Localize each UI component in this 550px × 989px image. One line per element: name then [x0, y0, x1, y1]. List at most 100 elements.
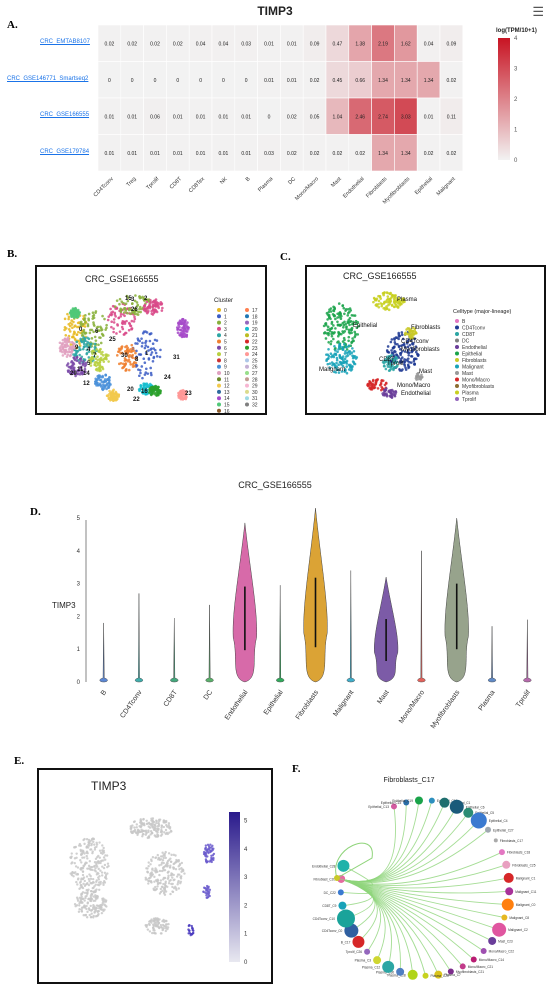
- umap-celltype-point: [378, 383, 382, 387]
- umap-cluster-point: [61, 338, 65, 342]
- feature-plot-point: [79, 886, 82, 889]
- umap-cluster-point: [133, 307, 137, 311]
- umap-cluster-label: 3: [131, 297, 135, 303]
- umap-cluster-point: [97, 349, 101, 353]
- umap-cluster-point: [83, 332, 87, 335]
- umap-cluster-label: 7: [93, 353, 97, 359]
- feature-plot-point: [101, 865, 104, 868]
- umap-celltype-point: [396, 298, 399, 301]
- umap-celltype-point: [351, 337, 354, 340]
- umap-celltype-point: [343, 330, 347, 333]
- feature-plot-point: [202, 852, 206, 856]
- umap-cluster-point: [70, 359, 74, 363]
- umap-cluster-point: [139, 353, 143, 356]
- umap-cluster-point: [79, 324, 83, 327]
- umap-celltype-point: [375, 304, 379, 308]
- heatmap-cell-label: 1.34: [378, 78, 388, 84]
- umap-cluster-point: [134, 361, 138, 365]
- dataset-link[interactable]: CRC_EMTAB8107: [40, 39, 90, 46]
- feature-plot-point: [98, 856, 102, 859]
- feature-plot-point: [76, 873, 79, 876]
- feature-plot-point: [147, 877, 151, 880]
- feature-plot-point: [202, 850, 206, 854]
- umap-celltype-point: [329, 342, 333, 346]
- umap-celltype-point: [411, 332, 415, 335]
- heatmap-cell-label: 0.01: [173, 114, 183, 120]
- umap-cluster-point: [78, 353, 81, 357]
- umap-celltype-point: [405, 358, 408, 362]
- umap-cluster-point: [99, 356, 103, 360]
- umap-cluster-title: CRC_GSE166555: [85, 274, 159, 284]
- umap-cluster-legend-label: 14: [224, 396, 230, 402]
- feature-plot-point: [85, 854, 88, 858]
- umap-celltype-legend-dot: [455, 332, 459, 336]
- feature-plot-point: [103, 903, 106, 906]
- umap-cluster-point: [119, 351, 122, 355]
- feature-plot-point: [94, 899, 97, 902]
- heatmap-column-label: Plasma: [257, 176, 275, 194]
- dataset-link[interactable]: CRC_GSE179784: [40, 148, 90, 155]
- feature-plot-point: [96, 910, 100, 913]
- umap-celltype-point: [384, 300, 388, 303]
- umap-celltype-point: [401, 356, 404, 359]
- umap-cluster-legend-label: 25: [252, 358, 258, 364]
- panel-label-a: A.: [7, 19, 18, 31]
- umap-celltype-legend-dot: [455, 371, 459, 375]
- feature-plot-point: [106, 865, 109, 869]
- heatmap-cell-label: 0.02: [424, 151, 434, 157]
- umap-cluster-point: [118, 330, 122, 333]
- feature-plot-colorbar-tick: 4: [244, 847, 248, 853]
- feature-plot-point: [77, 877, 80, 880]
- umap-cluster-legend-dot: [217, 333, 221, 338]
- umap-celltype-point: [403, 345, 407, 349]
- umap-cluster-point: [130, 327, 134, 331]
- heatmap-cell-label: 0.09: [447, 41, 457, 47]
- feature-plot-point: [149, 919, 152, 923]
- feature-plot-point: [96, 855, 99, 859]
- feature-plot-point: [177, 859, 181, 862]
- menu-icon[interactable]: ☰: [532, 4, 544, 19]
- feature-plot-point: [212, 852, 216, 856]
- feature-plot-point: [93, 843, 96, 846]
- umap-celltype-point: [411, 326, 415, 329]
- feature-plot-point: [147, 865, 150, 868]
- umap-cluster-legend-dot: [245, 358, 249, 363]
- feature-plot-point: [150, 817, 153, 820]
- umap-cluster-point: [135, 301, 139, 304]
- umap-cluster-point: [154, 391, 157, 395]
- umap-celltype-point: [374, 379, 378, 383]
- heatmap-cell-label: 0.04: [424, 41, 434, 47]
- feature-plot-point: [74, 871, 77, 874]
- panel-label-e: E.: [14, 755, 25, 767]
- umap-celltype-point: [387, 299, 391, 302]
- network-node: [439, 797, 450, 808]
- umap-cluster-point: [155, 303, 158, 307]
- umap-celltype-legend-dot: [455, 351, 459, 356]
- umap-cluster-point: [73, 337, 77, 341]
- umap-cluster-label: 15: [125, 296, 132, 302]
- violin-category-label: Myofibroblasts: [430, 689, 462, 730]
- feature-plot-point: [85, 846, 88, 849]
- feature-plot-point: [85, 875, 89, 878]
- umap-celltype-point: [347, 363, 351, 367]
- umap-cluster-point: [99, 359, 102, 362]
- umap-celltype-point: [345, 348, 349, 351]
- feature-plot-point: [173, 878, 176, 881]
- violin-shape: [99, 622, 108, 683]
- network-node: [364, 948, 371, 955]
- feature-plot-point: [83, 842, 86, 846]
- umap-cluster-legend-label: 9: [224, 365, 227, 371]
- heatmap-cell-label: 0: [245, 78, 248, 84]
- umap-cluster-point: [138, 387, 142, 391]
- dataset-link[interactable]: CRC_GSE166555: [40, 112, 90, 119]
- feature-plot-point: [93, 864, 97, 868]
- network-hub-node: [334, 875, 340, 881]
- umap-cluster-legend-dot: [217, 352, 221, 357]
- umap-cluster-point: [81, 322, 85, 326]
- umap-cluster-point: [79, 337, 82, 341]
- feature-plot-point: [104, 875, 108, 879]
- dataset-link[interactable]: CRC_GSE146771_Smartseq2: [7, 75, 89, 82]
- heatmap-cell-label: 0.01: [150, 151, 160, 157]
- umap-cluster-point: [141, 386, 145, 390]
